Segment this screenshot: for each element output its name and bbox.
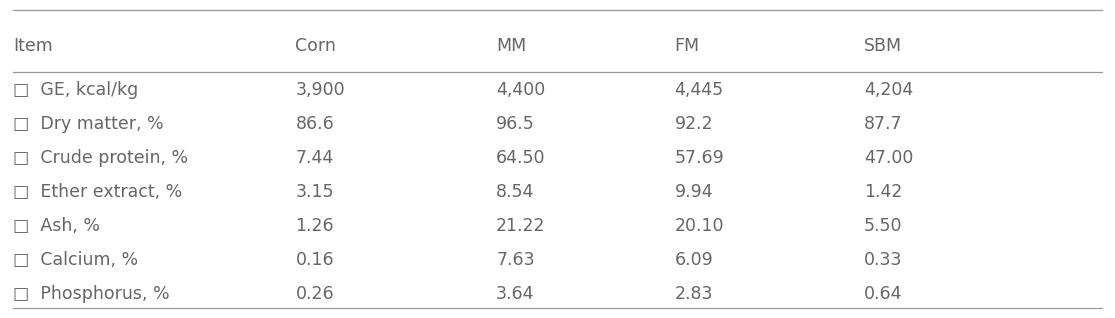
Text: □  Ash, %: □ Ash, % (13, 218, 100, 235)
Text: 0.33: 0.33 (864, 252, 903, 269)
Text: 8.54: 8.54 (496, 183, 534, 201)
Text: 47.00: 47.00 (864, 149, 913, 167)
Text: 4,204: 4,204 (864, 81, 913, 99)
Text: 3,900: 3,900 (295, 81, 346, 99)
Text: 96.5: 96.5 (496, 115, 535, 133)
Text: □  Ether extract, %: □ Ether extract, % (13, 183, 183, 201)
Text: 92.2: 92.2 (675, 115, 714, 133)
Text: Item: Item (13, 37, 54, 55)
Text: MM: MM (496, 37, 526, 55)
Text: 7.44: 7.44 (295, 149, 333, 167)
Text: 86.6: 86.6 (295, 115, 334, 133)
Text: □  Phosphorus, %: □ Phosphorus, % (13, 286, 169, 303)
Text: 21.22: 21.22 (496, 218, 545, 235)
Text: 3.15: 3.15 (295, 183, 334, 201)
Text: 4,445: 4,445 (675, 81, 724, 99)
Text: 9.94: 9.94 (675, 183, 714, 201)
Text: Corn: Corn (295, 37, 337, 55)
Text: 5.50: 5.50 (864, 218, 903, 235)
Text: □  Dry matter, %: □ Dry matter, % (13, 115, 164, 133)
Text: □  Crude protein, %: □ Crude protein, % (13, 149, 188, 167)
Text: 6.09: 6.09 (675, 252, 714, 269)
Text: SBM: SBM (864, 37, 902, 55)
Text: 0.26: 0.26 (295, 286, 334, 303)
Text: FM: FM (675, 37, 700, 55)
Text: 57.69: 57.69 (675, 149, 725, 167)
Text: 4,400: 4,400 (496, 81, 545, 99)
Text: 0.64: 0.64 (864, 286, 903, 303)
Text: □  GE, kcal/kg: □ GE, kcal/kg (13, 81, 138, 99)
Text: 2.83: 2.83 (675, 286, 714, 303)
Text: 87.7: 87.7 (864, 115, 903, 133)
Text: 1.26: 1.26 (295, 218, 334, 235)
Text: □  Calcium, %: □ Calcium, % (13, 252, 138, 269)
Text: 20.10: 20.10 (675, 218, 724, 235)
Text: 0.16: 0.16 (295, 252, 334, 269)
Text: 1.42: 1.42 (864, 183, 902, 201)
Text: 7.63: 7.63 (496, 252, 535, 269)
Text: 3.64: 3.64 (496, 286, 535, 303)
Text: 64.50: 64.50 (496, 149, 545, 167)
